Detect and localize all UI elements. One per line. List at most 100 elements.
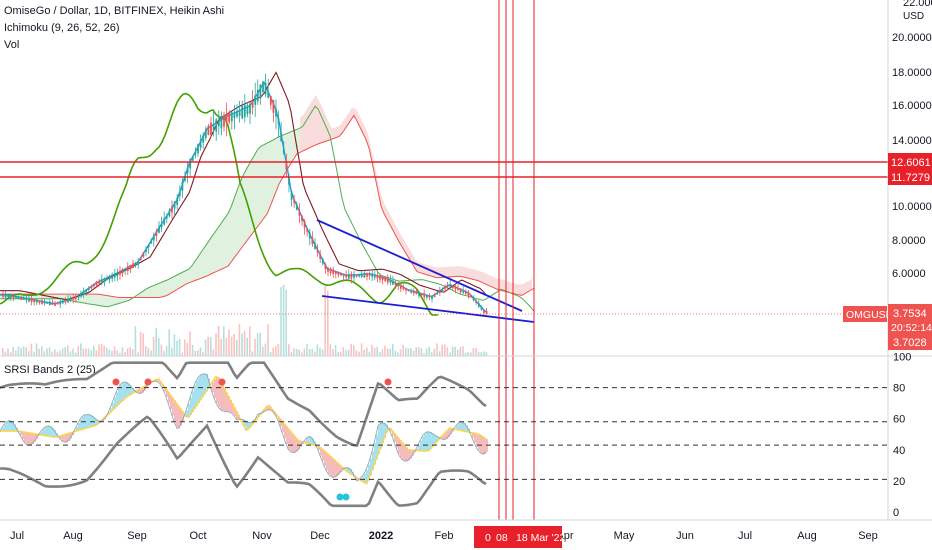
candle-body bbox=[280, 132, 283, 142]
candle-body bbox=[451, 285, 454, 289]
srsi-fill bbox=[286, 426, 288, 444]
candle-body bbox=[106, 277, 108, 280]
volume-bar bbox=[184, 339, 186, 356]
srsi-fill bbox=[138, 390, 140, 394]
volume-bar bbox=[191, 345, 194, 356]
srsi-tick-label: 80 bbox=[893, 383, 905, 395]
candle-body bbox=[189, 158, 192, 169]
srsi-fill bbox=[480, 435, 482, 453]
srsi-fill bbox=[228, 396, 230, 412]
srsi-fill bbox=[174, 400, 176, 422]
candle-body bbox=[137, 260, 140, 265]
srsi-fill bbox=[172, 397, 174, 416]
oversold-dot bbox=[336, 493, 344, 501]
candle-body bbox=[350, 273, 353, 279]
srsi-fill bbox=[182, 411, 184, 422]
srsi-fill bbox=[20, 431, 22, 436]
candle-body bbox=[108, 275, 111, 280]
srsi-fill bbox=[466, 425, 468, 432]
srsi-fill bbox=[120, 384, 122, 403]
volume-bar bbox=[415, 347, 417, 356]
volume-bar bbox=[59, 350, 61, 356]
candle-body bbox=[129, 265, 132, 270]
volume-bar bbox=[379, 352, 381, 356]
price-tick-label: 18.0000 bbox=[892, 67, 932, 79]
volume-bar bbox=[217, 325, 220, 356]
candle-body bbox=[223, 114, 225, 127]
srsi-fill bbox=[2, 427, 4, 432]
volume-bar bbox=[210, 337, 212, 356]
volume-bar bbox=[423, 353, 425, 356]
candle-body bbox=[124, 269, 127, 271]
srsi-fill bbox=[294, 435, 296, 453]
srsi-fill bbox=[444, 433, 446, 440]
srsi-fill bbox=[126, 382, 128, 398]
volume-bar bbox=[155, 327, 157, 356]
volume-bar bbox=[329, 344, 332, 356]
volume-bar bbox=[12, 347, 14, 356]
srsi-fill bbox=[418, 445, 420, 451]
time-tick-label: Jul bbox=[738, 530, 752, 542]
volume-bar bbox=[233, 333, 235, 356]
candle-body bbox=[103, 278, 106, 282]
candle-body bbox=[308, 232, 311, 239]
oversold-dot bbox=[342, 493, 350, 501]
volume-bar bbox=[269, 351, 272, 356]
volume-bar bbox=[77, 346, 79, 356]
candle-body bbox=[15, 296, 17, 299]
srsi-fill bbox=[280, 419, 282, 427]
volume-bar bbox=[17, 346, 20, 356]
srsi-fill bbox=[62, 435, 64, 441]
srsi-fill bbox=[166, 389, 168, 397]
volume-bar bbox=[353, 345, 355, 356]
candle-body bbox=[269, 96, 272, 105]
candle-body bbox=[428, 296, 431, 298]
srsi-fill bbox=[474, 433, 476, 443]
time-tick-label: May bbox=[614, 530, 635, 542]
volume-bar bbox=[327, 290, 329, 356]
srsi-fill bbox=[426, 432, 428, 452]
volume-bar bbox=[139, 331, 142, 356]
volume-bar bbox=[173, 334, 176, 356]
volume-bar bbox=[152, 336, 155, 356]
volume-bar bbox=[142, 333, 144, 356]
candle-body bbox=[100, 279, 103, 284]
srsi-fill bbox=[88, 414, 90, 428]
volume-bar bbox=[100, 343, 103, 356]
candle-body bbox=[483, 310, 485, 313]
candle-body bbox=[215, 119, 218, 132]
volume-bar bbox=[186, 342, 189, 356]
srsi-tick-label: 0 bbox=[893, 507, 899, 519]
volume-bar bbox=[230, 336, 233, 356]
time-range-label: 08 bbox=[496, 532, 508, 544]
volume-bar bbox=[119, 352, 121, 356]
candle-body bbox=[168, 210, 171, 217]
srsi-fill bbox=[236, 411, 238, 420]
candle-body bbox=[259, 84, 262, 99]
ichimoku-legend[interactable]: Ichimoku (9, 26, 52, 26) bbox=[4, 22, 120, 34]
volume-bar bbox=[321, 349, 324, 356]
volume-bar bbox=[204, 339, 207, 356]
srsi-fill bbox=[124, 381, 126, 400]
candle-body bbox=[197, 144, 199, 154]
srsi-fill bbox=[410, 450, 412, 459]
volume-bar bbox=[459, 347, 462, 356]
volume-bar bbox=[33, 351, 35, 356]
volume-bar bbox=[418, 347, 420, 356]
srsi-legend[interactable]: SRSI Bands 2 (25) bbox=[4, 364, 96, 376]
volume-bar bbox=[178, 338, 181, 356]
candle-body bbox=[46, 302, 49, 304]
srsi-fill bbox=[4, 424, 6, 432]
volume-legend[interactable]: Vol bbox=[4, 39, 20, 51]
volume-bar bbox=[308, 349, 311, 356]
candle-body bbox=[238, 110, 241, 116]
volume-bar bbox=[4, 351, 7, 356]
srsi-fill bbox=[118, 388, 120, 405]
volume-bar bbox=[381, 349, 384, 356]
srsi-fill bbox=[60, 436, 62, 439]
candle-body bbox=[389, 279, 392, 283]
srsi-fill bbox=[334, 459, 336, 478]
volume-bar bbox=[280, 287, 282, 356]
candle-body bbox=[126, 266, 129, 271]
